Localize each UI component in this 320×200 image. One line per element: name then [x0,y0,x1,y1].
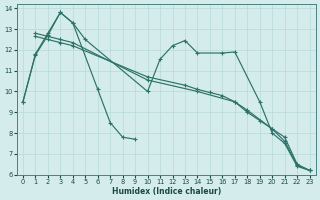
X-axis label: Humidex (Indice chaleur): Humidex (Indice chaleur) [112,187,221,196]
